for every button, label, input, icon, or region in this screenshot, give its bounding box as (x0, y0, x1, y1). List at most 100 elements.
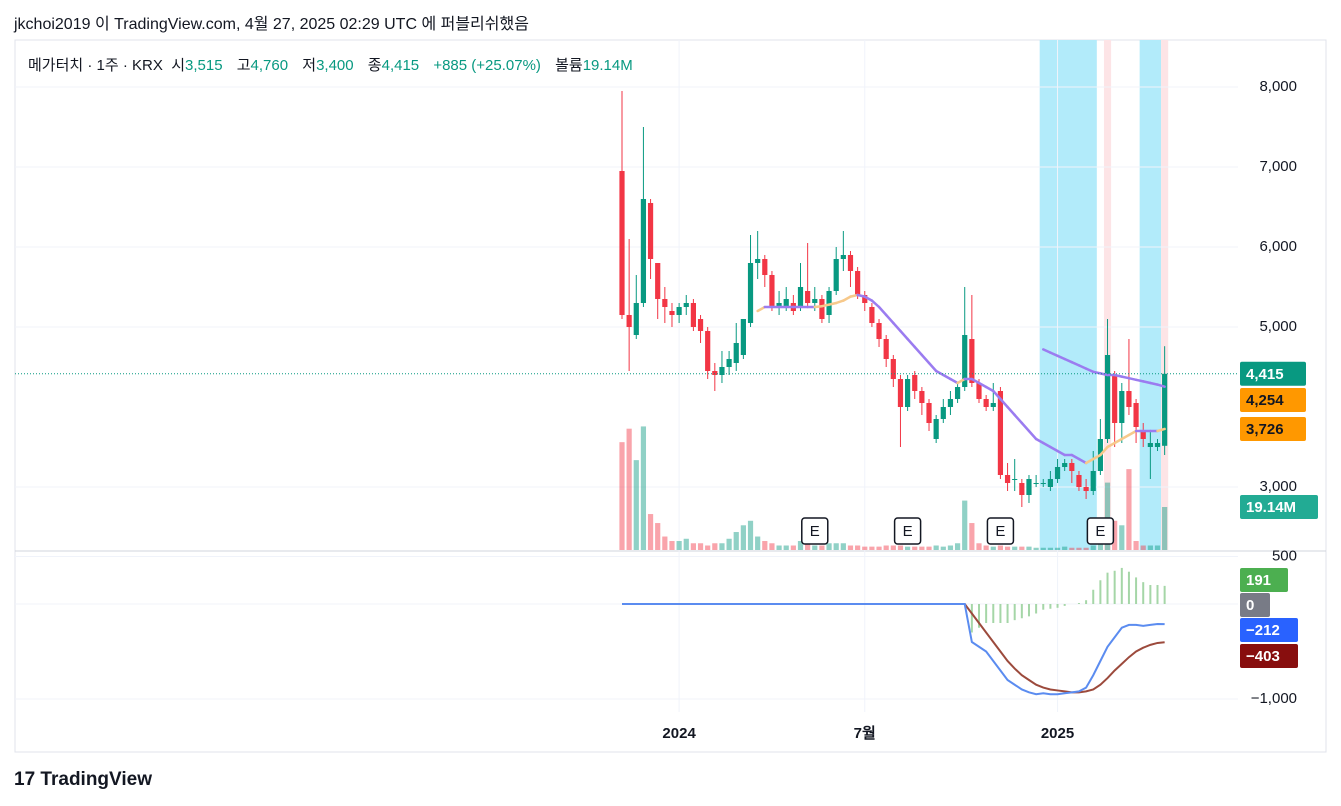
moving-average (1127, 429, 1138, 437)
candle-body (840, 255, 846, 259)
moving-average (984, 385, 995, 393)
volume-bar (947, 545, 954, 550)
candle-body (997, 391, 1004, 475)
volume-bar (776, 545, 782, 550)
moving-average (1070, 360, 1081, 367)
volume-bar (640, 426, 647, 550)
volume-bar (1126, 469, 1132, 550)
candle-body (883, 339, 889, 359)
label: 저 (302, 57, 317, 74)
macd-histogram (1085, 600, 1088, 605)
volume-bar (862, 546, 868, 550)
macd-histogram (1077, 603, 1080, 605)
volume-bar (769, 543, 775, 550)
macd-histogram (1135, 577, 1138, 605)
moving-average (834, 299, 845, 305)
volume-bar (1019, 546, 1025, 550)
candle-body (833, 259, 839, 291)
candle-body (690, 303, 696, 327)
candle-body (1040, 483, 1046, 484)
candle-body (1012, 479, 1018, 480)
volume-bar (869, 546, 875, 550)
macd-histogram (970, 604, 973, 633)
volume-bar (676, 541, 682, 550)
volume-bar (697, 543, 704, 550)
volume-bar (1104, 482, 1111, 550)
signal-tag-bg (1240, 644, 1298, 668)
volume-bar (747, 520, 754, 550)
volume-bar (876, 546, 882, 550)
volume-bar (1004, 546, 1011, 550)
candle-body (1154, 443, 1161, 447)
candle-body (862, 295, 868, 303)
candle-body (662, 299, 668, 307)
candle-body (912, 375, 918, 391)
candle-body (954, 387, 961, 399)
x-tick-label: 2025 (1041, 725, 1074, 742)
event-label: E (1095, 523, 1105, 540)
candle-body (647, 203, 654, 259)
macd-histogram (1106, 572, 1109, 605)
volume-bar (847, 545, 854, 550)
candle-body (740, 319, 746, 355)
moving-average (1027, 429, 1038, 441)
price-tag-bg (1240, 361, 1306, 386)
candle-body (1147, 443, 1153, 447)
event-label: E (903, 523, 913, 540)
symbol: 메가터치 · 1주 · KRX (28, 57, 163, 74)
candle-body (1090, 471, 1096, 491)
volume-bar (783, 545, 789, 550)
volume-bar (990, 546, 996, 550)
moving-average (977, 381, 988, 389)
candle-body (669, 311, 675, 315)
candle-body (890, 359, 896, 379)
macd-histogram (1063, 604, 1066, 606)
volume-bar (1162, 506, 1168, 550)
candle-body (1069, 463, 1075, 471)
candle-body (1126, 391, 1132, 407)
x-tick-label: 7월 (854, 725, 876, 742)
candle-body (1076, 475, 1082, 487)
candle-body (947, 399, 954, 407)
volume-bar (655, 523, 661, 550)
volume-bar (712, 543, 718, 550)
label: 고 (236, 57, 251, 74)
candle-body (769, 275, 775, 307)
moving-average (1070, 453, 1081, 461)
candle-body (1104, 355, 1111, 439)
volume-bar (683, 538, 689, 550)
volume-bar (790, 545, 796, 550)
volume-bar (1012, 546, 1018, 550)
event-marker (986, 517, 1015, 545)
price-tag: 4,415 (1246, 366, 1284, 383)
moving-average (934, 369, 945, 377)
histogram-tag-bg (1240, 568, 1288, 592)
candle-body (812, 299, 818, 303)
macd-tag: −212 (1246, 622, 1280, 639)
ma-tag-bg (1240, 417, 1306, 441)
volume-bar (1069, 547, 1075, 550)
label: 볼륨 (555, 57, 583, 74)
volume-bar (819, 545, 825, 550)
macd-histogram (1092, 589, 1095, 605)
macd-histogram (978, 604, 980, 628)
event-marker (1086, 517, 1115, 545)
value: 3,400 (316, 57, 354, 74)
volume-bar (812, 545, 818, 550)
moving-average (899, 329, 909, 341)
candle-body (983, 399, 989, 407)
moving-average (1156, 383, 1166, 388)
volume-bar (705, 545, 711, 550)
candle-body (897, 379, 904, 407)
candle-body (976, 383, 982, 399)
ma-tag: 3,726 (1246, 421, 1284, 438)
moving-average (1049, 351, 1059, 358)
label: 종 (367, 57, 382, 74)
frame (14, 39, 1327, 753)
macd-histogram (1027, 604, 1030, 617)
highlight-band (1103, 40, 1112, 550)
moving-average (1077, 457, 1088, 465)
moving-average (1099, 445, 1109, 457)
volume-tag-bg (1240, 495, 1318, 519)
candle-body (1033, 483, 1039, 484)
